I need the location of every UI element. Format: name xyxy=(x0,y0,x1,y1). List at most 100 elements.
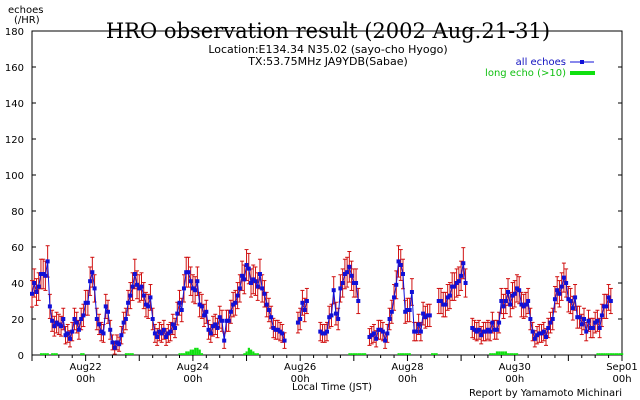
data-point-all-echoes xyxy=(67,336,72,341)
data-point-all-echoes xyxy=(157,329,162,334)
data-point-all-echoes xyxy=(110,340,115,345)
data-point-all-echoes xyxy=(255,284,260,289)
long-echo-bar xyxy=(191,349,195,355)
data-point-all-echoes xyxy=(302,308,307,312)
data-point-all-echoes xyxy=(105,309,110,314)
data-point-all-echoes xyxy=(72,317,77,321)
data-point-all-echoes xyxy=(602,304,607,309)
data-point-all-echoes xyxy=(494,327,499,332)
data-point-all-echoes xyxy=(552,297,557,302)
data-point-all-echoes xyxy=(164,335,169,339)
data-point-all-echoes xyxy=(564,281,569,285)
data-point-all-echoes xyxy=(47,304,52,309)
long-echo-bar xyxy=(596,353,599,355)
data-point-all-echoes xyxy=(244,263,249,267)
data-point-all-echoes xyxy=(575,315,580,320)
data-point-all-echoes xyxy=(137,286,142,291)
data-point-all-echoes xyxy=(376,327,381,332)
x-tick-label-date: Aug22 xyxy=(70,362,102,373)
long-echo-bar xyxy=(198,349,201,355)
data-point-all-echoes xyxy=(197,302,202,307)
data-point-all-echoes xyxy=(119,333,124,338)
data-point-all-echoes xyxy=(566,297,571,302)
report-credit: Report by Yamamoto Michinari xyxy=(469,388,622,399)
data-point-all-echoes xyxy=(445,295,450,300)
data-point-all-echoes xyxy=(103,304,108,309)
data-point-all-echoes xyxy=(269,315,274,320)
data-point-all-echoes xyxy=(519,302,524,307)
data-point-all-echoes xyxy=(461,261,466,266)
y-tick-label: 60 xyxy=(11,243,24,254)
long-echo-bar xyxy=(182,353,186,355)
y-tick-label: 0 xyxy=(18,351,24,362)
data-point-all-echoes xyxy=(485,327,490,332)
data-point-all-echoes xyxy=(56,322,61,327)
y-axis-label-unit: (/HR) xyxy=(14,15,40,26)
data-point-all-echoes xyxy=(579,322,584,327)
data-point-all-echoes xyxy=(546,326,551,330)
data-point-all-echoes xyxy=(231,302,236,307)
long-echo-bar xyxy=(243,353,246,355)
long-echo-bar xyxy=(245,351,248,355)
chart-subtitle-location: Location:E134.34 N35.02 (sayo-cho Hyogo) xyxy=(208,43,447,56)
data-point-all-echoes xyxy=(177,300,182,305)
long-echo-bar xyxy=(46,353,49,355)
data-point-all-echoes xyxy=(237,286,242,291)
data-point-all-echoes xyxy=(85,300,90,305)
long-echo-bar xyxy=(603,353,606,355)
x-tick-label-date: Aug28 xyxy=(391,362,423,373)
data-point-all-echoes xyxy=(251,277,256,282)
data-point-all-echoes xyxy=(266,308,271,312)
long-echo-bar xyxy=(124,353,128,355)
data-point-all-echoes xyxy=(532,336,537,341)
long-echo-bar xyxy=(616,353,619,355)
long-echo-bar xyxy=(513,353,516,355)
data-point-all-echoes xyxy=(354,281,359,285)
data-point-all-echoes xyxy=(202,313,207,318)
data-point-all-echoes xyxy=(356,299,361,303)
data-point-all-echoes xyxy=(383,338,388,343)
long-echo-bar xyxy=(433,353,436,355)
data-point-all-echoes xyxy=(456,279,461,284)
data-point-all-echoes xyxy=(405,308,410,312)
data-point-all-echoes xyxy=(143,302,148,307)
data-point-all-echoes xyxy=(235,293,240,298)
data-point-all-echoes xyxy=(146,304,151,309)
long-echo-bar xyxy=(614,353,617,355)
data-point-all-echoes xyxy=(34,290,39,294)
data-point-all-echoes xyxy=(443,302,448,307)
data-point-all-echoes xyxy=(378,327,383,332)
long-echo-bar xyxy=(609,353,613,355)
data-point-all-echoes xyxy=(425,313,430,318)
data-point-all-echoes xyxy=(92,286,97,291)
data-point-all-echoes xyxy=(561,275,566,280)
data-point-all-echoes xyxy=(59,324,64,329)
data-point-all-echoes xyxy=(374,336,379,341)
long-echo-bar xyxy=(598,353,601,355)
long-echo-bar xyxy=(504,351,507,355)
data-point-all-echoes xyxy=(506,290,511,294)
legend-swatch-long-echo xyxy=(570,71,595,75)
long-echo-bar xyxy=(256,353,259,355)
data-point-all-echoes xyxy=(550,317,555,321)
data-point-all-echoes xyxy=(222,338,227,343)
data-point-all-echoes xyxy=(280,331,285,336)
long-echo-bar xyxy=(401,353,405,355)
data-point-all-echoes xyxy=(43,273,48,278)
data-point-all-echoes xyxy=(97,322,102,327)
chart-title: HRO observation result (2002 Aug.21-31) xyxy=(106,19,550,43)
data-point-all-echoes xyxy=(304,299,309,303)
long-echo-bar xyxy=(55,353,58,355)
data-point-all-echoes xyxy=(30,291,34,296)
data-point-all-echoes xyxy=(253,279,258,284)
data-point-all-echoes xyxy=(148,295,153,300)
data-point-all-echoes xyxy=(155,335,160,339)
data-point-all-echoes xyxy=(331,288,336,293)
long-echo-bar xyxy=(200,353,204,355)
data-point-all-echoes xyxy=(81,313,86,318)
long-echo-bar xyxy=(509,353,512,355)
data-point-all-echoes xyxy=(175,311,180,316)
long-echo-bar xyxy=(515,353,519,355)
long-echo-bar xyxy=(127,353,130,355)
